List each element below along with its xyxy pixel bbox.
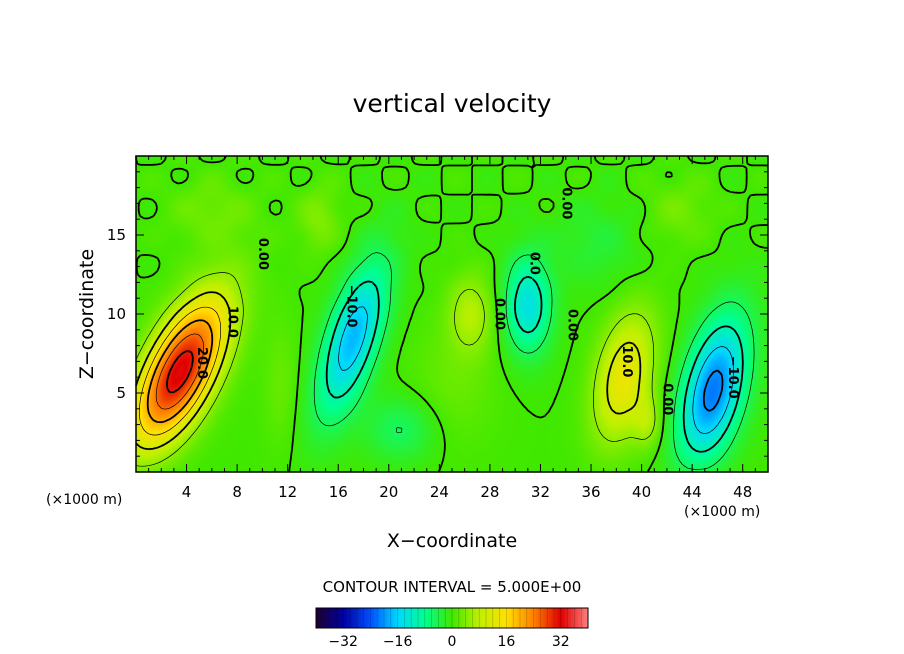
- contour-label: −10.0: [343, 285, 358, 328]
- x-tick-label: 32: [531, 483, 550, 501]
- contour-line: [135, 272, 656, 467]
- contour-label: 20.0: [194, 347, 209, 379]
- contour-label: 0.00: [255, 238, 270, 270]
- colorbar-tick-label: −32: [328, 634, 358, 650]
- x-tick-label: 48: [733, 483, 752, 501]
- contour-label: 0.00: [558, 187, 573, 219]
- colorbar-tick-label: 32: [552, 634, 570, 650]
- contour-line: [703, 369, 724, 412]
- x-tick-label: 4: [182, 483, 192, 501]
- vertical-velocity-field: [136, 156, 768, 472]
- contour-label: 0.00: [659, 383, 674, 415]
- chart-title: vertical velocity: [353, 89, 552, 118]
- contour-line: [146, 319, 214, 424]
- contour-label: 0.0: [527, 252, 542, 275]
- x-axis: 4 8 12 16 20 24 28 32 36 40 44 48: [148, 156, 756, 501]
- colorbar-frame: [315, 607, 589, 629]
- x-tick-label: 44: [683, 483, 702, 501]
- contour-line: [135, 155, 769, 473]
- colorbar-gradient: [316, 608, 588, 628]
- x-tick-label: 20: [379, 483, 398, 501]
- contour-line: [166, 350, 194, 394]
- x-tick-label: 8: [232, 483, 242, 501]
- contour-interval-label: CONTOUR INTERVAL = 5.000E+00: [323, 578, 582, 596]
- x-tick-label: 16: [329, 483, 348, 501]
- contour-line: [338, 306, 734, 435]
- x-axis-label: X−coordinate: [387, 530, 517, 552]
- contour-labels: 20.0 10.0 0.00 −10.0 0.00 0.0 0.00 0.00 10.0 0.00…: [194, 187, 740, 415]
- x-tick-label: 36: [581, 483, 600, 501]
- y-tick-label: 5: [116, 384, 126, 402]
- x-tick-label: 40: [632, 483, 651, 501]
- contour-label: 0.00: [491, 298, 506, 330]
- colorbar-tick-label: −16: [383, 634, 413, 650]
- y-axis-label: Z−coordinate: [76, 249, 98, 379]
- contour-line: [325, 275, 744, 453]
- colorbar: −32 −16 0 16 32: [315, 607, 589, 650]
- x-axis-unit-right: (×1000 m): [684, 504, 760, 520]
- contour-lines: [135, 155, 769, 473]
- colorbar-tick-label: 16: [497, 634, 515, 650]
- colorbar-stripes: [322, 608, 582, 628]
- contour-line: [135, 291, 642, 450]
- contour-line: [313, 252, 755, 470]
- contour-line: [138, 306, 222, 436]
- x-tick-label: 12: [278, 483, 297, 501]
- y-tick-label: 10: [107, 305, 126, 323]
- contour-label: 0.00: [565, 309, 580, 341]
- contour-label: 10.0: [619, 345, 634, 377]
- y-tick-label: 15: [107, 226, 126, 244]
- plot-area: 20.0 10.0 0.00 −10.0 0.00 0.0 0.00 0.00 10.0 0.00…: [135, 155, 769, 473]
- y-axis: 5 10 15: [107, 171, 768, 457]
- x-axis-unit-left: (×1000 m): [46, 492, 122, 508]
- contour-label: −10.0: [725, 356, 740, 399]
- colorbar-ticks: −32 −16 0 16 32: [328, 634, 569, 650]
- x-tick-label: 28: [480, 483, 499, 501]
- x-tick-label: 24: [430, 483, 449, 501]
- contour-label: 10.0: [225, 306, 240, 338]
- contour-line: [155, 333, 204, 410]
- colorbar-tick-label: 0: [448, 634, 457, 650]
